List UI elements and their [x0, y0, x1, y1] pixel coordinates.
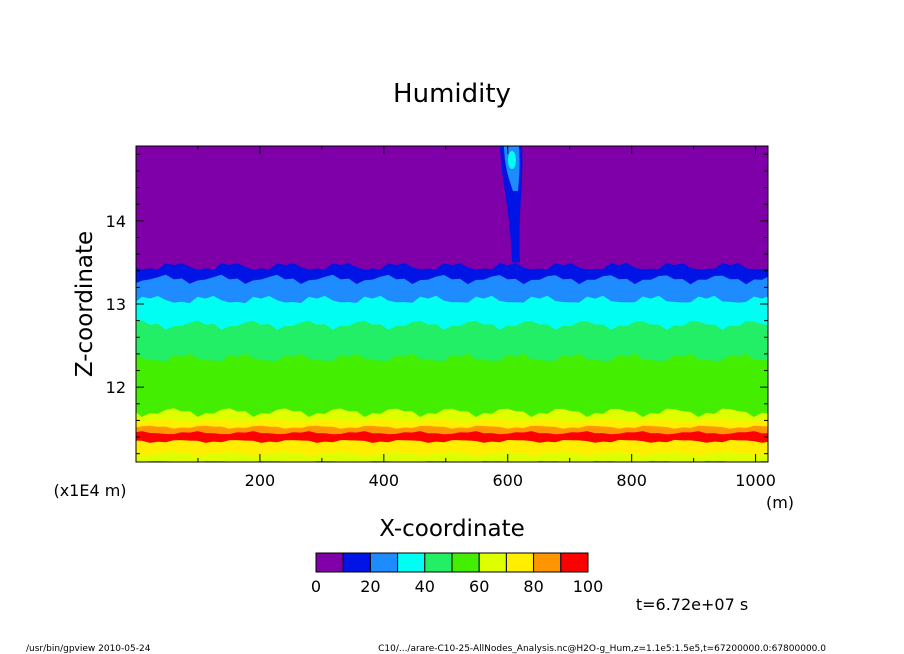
colorbar-swatch — [560, 552, 589, 573]
colorbar — [315, 552, 589, 573]
colorbar-tick-label: 40 — [415, 577, 435, 596]
x-tick-label: 600 — [492, 471, 523, 490]
colorbar-swatch — [533, 552, 562, 573]
x-axis-ticks: 200 400 600 800 1000 — [197, 146, 776, 490]
x-axis-unit: (m) — [766, 493, 794, 512]
x-axis-label: X-coordinate — [379, 516, 525, 542]
y-axis-scale-note: (x1E4 m) — [53, 481, 126, 500]
x-tick-label: 400 — [369, 471, 400, 490]
chart-title: Humidity — [393, 79, 511, 109]
colorbar-swatch — [315, 552, 344, 573]
plume-core — [507, 151, 516, 169]
x-tick-label: 200 — [245, 471, 276, 490]
x-tick-label: 1000 — [735, 471, 776, 490]
colorbar-tick-label: 0 — [311, 577, 321, 596]
colorbar-tick-label: 60 — [469, 577, 489, 596]
colorbar-swatch — [478, 552, 507, 573]
colorbar-tick-label: 20 — [360, 577, 380, 596]
colorbar-swatch — [424, 552, 453, 573]
colorbar-swatch — [397, 552, 426, 573]
y-tick-label: 12 — [106, 378, 126, 397]
y-tick-label: 14 — [106, 212, 126, 231]
x-tick-label: 800 — [616, 471, 647, 490]
humidity-plume — [499, 146, 523, 263]
y-tick-label: 13 — [106, 295, 126, 314]
contour-layers — [136, 262, 768, 462]
colorbar-swatch — [342, 552, 371, 573]
time-label: t=6.72e+07 s — [636, 595, 748, 614]
colorbar-tick-labels: 0 20 40 60 80 100 — [311, 577, 603, 596]
y-axis-label: Z-coordinate — [72, 231, 98, 377]
footer-left: /usr/bin/gpview 2010-05-24 — [26, 644, 151, 654]
colorbar-tick-label: 80 — [523, 577, 543, 596]
colorbar-swatch — [505, 552, 535, 573]
colorbar-swatch — [369, 552, 399, 573]
contour-layer-60-70 — [136, 451, 768, 462]
y-axis-ticks: 12 13 14 — [106, 153, 768, 455]
colorbar-tick-label: 100 — [573, 577, 604, 596]
colorbar-swatch — [451, 552, 480, 573]
footer-right: C10/.../arare-C10-25-AllNodes_Analysis.n… — [378, 644, 826, 654]
